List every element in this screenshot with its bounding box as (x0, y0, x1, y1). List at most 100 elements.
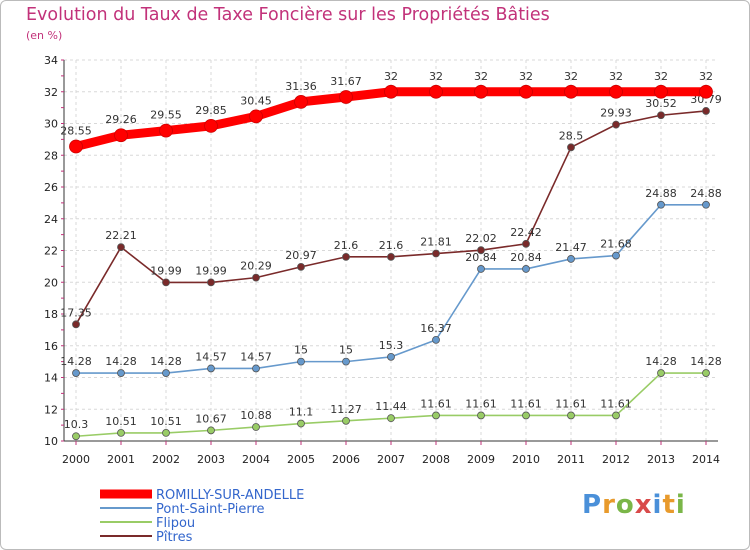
y-tick-label: 28 (44, 149, 58, 162)
data-label: 19.99 (150, 264, 182, 277)
data-label: 21.6 (334, 239, 359, 252)
data-point (387, 252, 395, 261)
y-tick-label: 10 (44, 435, 58, 448)
data-point (117, 243, 125, 252)
data-point (342, 357, 350, 366)
data-point (522, 239, 530, 248)
x-tick-label: 2001 (107, 453, 135, 466)
data-point (429, 84, 443, 99)
data-label: 28.5 (559, 129, 584, 142)
data-point (72, 369, 80, 377)
data-point (432, 411, 440, 420)
data-label: 14.28 (690, 355, 722, 368)
data-point (477, 265, 485, 273)
data-label: 29.55 (150, 109, 182, 122)
data-label: 11.44 (375, 400, 407, 413)
data-point (474, 84, 488, 99)
data-point (612, 251, 620, 260)
data-point (159, 123, 173, 138)
data-point (162, 429, 170, 437)
data-point (699, 84, 713, 99)
data-point (432, 335, 440, 344)
legend-label: ROMILLY-SUR-ANDELLE (156, 488, 304, 503)
data-point (297, 419, 305, 428)
data-point (297, 262, 305, 271)
series-romilly-sur-andelle: 28.55 29.26 29.55 29.85 30.45 31.36 31.67 32 32 3… (60, 70, 713, 154)
data-point (252, 423, 260, 431)
data-point (117, 429, 125, 437)
data-point (342, 252, 350, 261)
y-tick-label: 18 (44, 308, 58, 321)
data-label: 32 (564, 70, 578, 83)
data-point (387, 414, 395, 423)
data-point (702, 107, 710, 115)
data-point (654, 84, 668, 99)
data-point (207, 364, 215, 373)
data-point (567, 143, 575, 152)
data-label: 24.88 (690, 187, 722, 200)
data-point (657, 369, 665, 377)
data-label: 20.97 (285, 249, 317, 262)
data-label: 11.61 (600, 397, 632, 410)
data-label: 32 (474, 70, 488, 83)
y-tick-label: 30 (44, 118, 58, 131)
data-point (702, 200, 710, 209)
y-tick-label: 24 (44, 213, 58, 226)
data-label: 24.88 (645, 187, 677, 200)
data-point (612, 411, 620, 420)
data-point (657, 111, 665, 120)
y-tick-label: 20 (44, 276, 58, 289)
data-point (612, 120, 620, 129)
x-tick-label: 2008 (422, 453, 450, 466)
axes: 10 12 14 16 18 20 22 24 26 28 30 32 34 2000 2001 2002 20… (44, 54, 720, 466)
data-label: 11.27 (330, 403, 362, 416)
data-label: 16.37 (420, 322, 452, 335)
x-tick-label: 2007 (377, 453, 405, 466)
data-label: 30.45 (240, 94, 272, 107)
data-point (564, 84, 578, 99)
y-tick-label: 34 (44, 54, 58, 67)
y-tick-label: 26 (44, 181, 58, 194)
proxiti-logo: Proxiti (582, 490, 686, 520)
data-point (567, 411, 575, 420)
x-tick-label: 2011 (557, 453, 585, 466)
data-label: 21.47 (555, 241, 587, 254)
series-group: 10.3 10.51 10.51 10.67 10.88 11.1 11.27 11.44 11… (60, 70, 722, 441)
legend-label: Pont-Saint-Pierre (156, 502, 265, 517)
data-point (432, 249, 440, 258)
data-label: 10.3 (64, 418, 89, 431)
data-label: 10.88 (240, 409, 272, 422)
x-tick-label: 2003 (197, 453, 225, 466)
data-point (72, 432, 80, 441)
y-tick-label: 16 (44, 340, 58, 353)
data-point (519, 84, 533, 99)
data-point (387, 352, 395, 361)
x-tick-label: 2005 (287, 453, 315, 466)
data-label: 11.61 (510, 397, 542, 410)
data-label: 10.51 (105, 415, 137, 428)
data-label: 28.55 (60, 125, 92, 138)
data-label: 29.93 (600, 107, 632, 120)
y-tick-label: 14 (44, 372, 58, 385)
data-point (207, 278, 215, 287)
data-point (252, 273, 260, 282)
data-label: 19.99 (195, 264, 227, 277)
chart-subtitle: (en %) (26, 29, 63, 42)
data-point (342, 416, 350, 425)
data-label: 31.36 (285, 80, 317, 93)
data-point (117, 369, 125, 377)
data-label: 15.3 (379, 339, 404, 352)
data-label: 11.61 (420, 397, 452, 410)
data-label: 15 (294, 344, 308, 357)
data-label: 17.35 (60, 306, 92, 319)
data-label: 14.28 (105, 355, 137, 368)
data-point (162, 369, 170, 377)
data-label: 22.42 (510, 226, 542, 239)
data-label: 20.84 (465, 251, 497, 264)
data-label: 21.81 (420, 236, 452, 249)
data-point (207, 426, 215, 435)
data-label: 32 (699, 70, 713, 83)
data-point (339, 90, 353, 104)
data-label: 29.85 (195, 104, 227, 117)
